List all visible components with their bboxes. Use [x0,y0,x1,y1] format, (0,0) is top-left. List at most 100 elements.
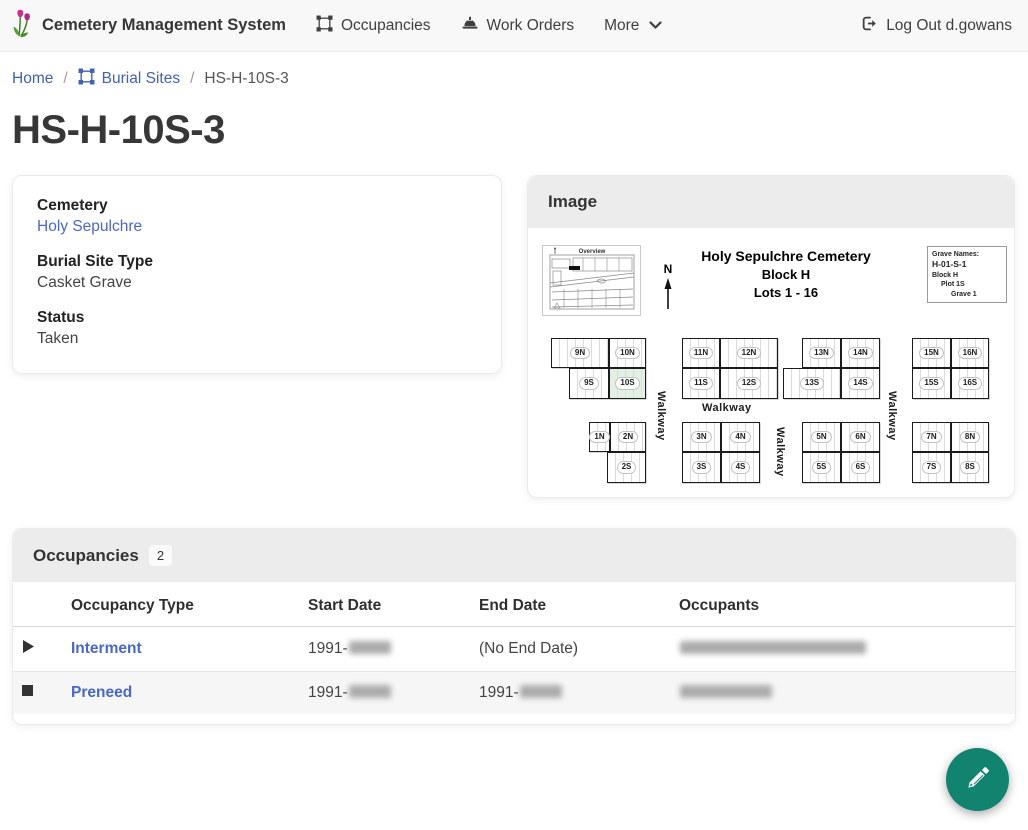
breadcrumb-separator: / [63,70,68,87]
occupancies-header-row: Occupancy Type Start Date End Date Occup… [13,582,1015,627]
occupancies-count-badge: 2 [148,545,173,566]
breadcrumb-separator: / [190,70,195,87]
plot-cell-9S: 9S [569,368,609,399]
field-cemetery: Cemetery Holy Sepulchre [37,197,477,236]
app-home-link[interactable]: Cemetery Management System [12,8,286,44]
field-burial-site-type: Burial Site Type Casket Grave [37,253,477,292]
app-title: Cemetery Management System [42,16,286,34]
plot-cell-7S: 7S [912,452,951,483]
plot-cell-3N: 3N [682,422,721,452]
preneed-end-date: 1991- [471,671,671,714]
plot-cell-7N: 7N [912,422,951,452]
plot-cell-8S: 8S [951,452,989,483]
map-title: Holy Sepulchre Cemetery Block H Lots 1 -… [651,248,921,300]
nav-occupancies[interactable]: Occupancies [316,15,431,37]
plot-cell-16N: 16N [951,338,989,368]
top-navbar: Cemetery Management System Occupancies [0,0,1028,52]
interment-end-date: (No End Date) [471,626,671,672]
map-title-line1: Holy Sepulchre Cemetery [701,248,871,264]
main-columns: Cemetery Holy Sepulchre Burial Site Type… [12,175,1016,498]
plot-cell-6S: 6S [841,452,880,483]
nav-more-label: More [604,16,640,34]
walkway-label: Walkway [702,402,752,414]
nav-work-orders[interactable]: Work Orders [461,15,575,36]
plot-cell-15N: 15N [912,338,951,368]
preneed-start-date: 1991- [300,671,471,714]
interment-link[interactable]: Interment [71,640,142,657]
occupancies-card-header: Occupancies 2 [13,529,1015,582]
preneed-link[interactable]: Preneed [71,684,133,701]
edit-fab-button[interactable] [946,748,1009,811]
burial-site-details-card: Cemetery Holy Sepulchre Burial Site Type… [12,175,502,374]
plot-cell-5S: 5S [802,452,841,483]
breadcrumb: Home / Burial Sites / HS-H-10S-3 [0,52,1028,100]
plot-cell-9N: 9N [551,338,609,368]
walkway-label: Walkway [886,391,898,441]
plot-cell-12N: 12N [720,338,778,368]
plot-cell-13N: 13N [802,338,841,368]
breadcrumb-home-link[interactable]: Home [12,70,54,87]
image-card-title: Image [548,192,598,211]
plot-cell-10S: 10S [609,368,646,399]
image-card: Image Overview [527,175,1015,498]
logout-label: Log Out d.gowans [886,16,1012,34]
burial-site-type-label: Burial Site Type [37,253,153,270]
plot-cell-14S: 14S [841,368,880,399]
preneed-occupants [671,671,1015,714]
nav-occupancies-label: Occupancies [340,16,431,34]
redacted-text [519,685,562,698]
plot-cell-4N: 4N [721,422,760,452]
breadcrumb-current: HS-H-10S-3 [204,70,289,87]
ended-status-cell [13,671,63,714]
occupancy-type-header: Occupancy Type [63,582,300,627]
occupancies-card: Occupancies 2 Occupancy Type Start Date … [12,528,1016,725]
plot-map-image: Overview [541,240,1007,492]
plot-cell-15S: 15S [912,368,951,399]
image-card-body: Overview [528,228,1014,497]
status-value: Taken [37,330,79,347]
occupants-header: Occupants [671,582,1015,627]
walkway-label: Walkway [655,391,667,441]
occupancies-title: Occupancies [33,545,139,565]
image-card-header: Image [528,176,1014,228]
plot-cell-12S: 12S [720,368,778,399]
vector-square-icon [78,68,95,90]
logout-icon [861,15,878,37]
plot-cell-4S: 4S [721,452,760,483]
logout-link[interactable]: Log Out d.gowans [861,15,1012,37]
plot-cell-3S: 3S [682,452,721,483]
status-label: Status [37,309,85,326]
plot-cell-2S: 2S [607,452,646,483]
plot-cell-8N: 8N [951,422,989,452]
map-title-line2: Block H [761,267,811,282]
breadcrumb-burial-sites-label: Burial Sites [101,70,181,87]
nav-work-orders-label: Work Orders [486,16,575,34]
occupancy-row-preneed[interactable]: Preneed 1991- 1991- [13,671,1015,714]
occupancy-row-interment[interactable]: Interment 1991- (No End Date) [13,626,1015,672]
cemetery-link[interactable]: Holy Sepulchre [37,218,143,235]
nav-more[interactable]: More [604,16,663,35]
walkway-label: Walkway [774,427,786,477]
page-title: HS-H-10S-3 [12,108,225,152]
overview-thumbnail: Overview [542,245,641,321]
occupancies-icon [316,15,333,37]
breadcrumb-burial-sites-link[interactable]: Burial Sites [78,68,180,90]
plot-cell-16S: 16S [951,368,989,399]
plot-cell-11N: 11N [682,338,720,368]
plot-cell-10N: 10N [609,338,646,368]
plot-cell-5N: 5N [802,422,841,452]
plot-cell-1N: 1N [589,422,610,452]
svg-text:Overview: Overview [579,249,606,255]
pencil-icon [964,764,992,795]
play-icon [21,640,35,658]
hard-hat-icon [461,15,479,36]
tulip-logo-icon [12,8,34,44]
end-date-header: End Date [471,582,671,627]
chevron-down-icon [649,17,663,35]
redacted-text [348,641,391,654]
plot-cell-13S: 13S [783,368,841,399]
status-icon-column [13,582,63,627]
interment-start-date: 1991- [300,626,471,672]
active-status-cell [13,626,63,672]
field-status: Status Taken [37,309,477,348]
